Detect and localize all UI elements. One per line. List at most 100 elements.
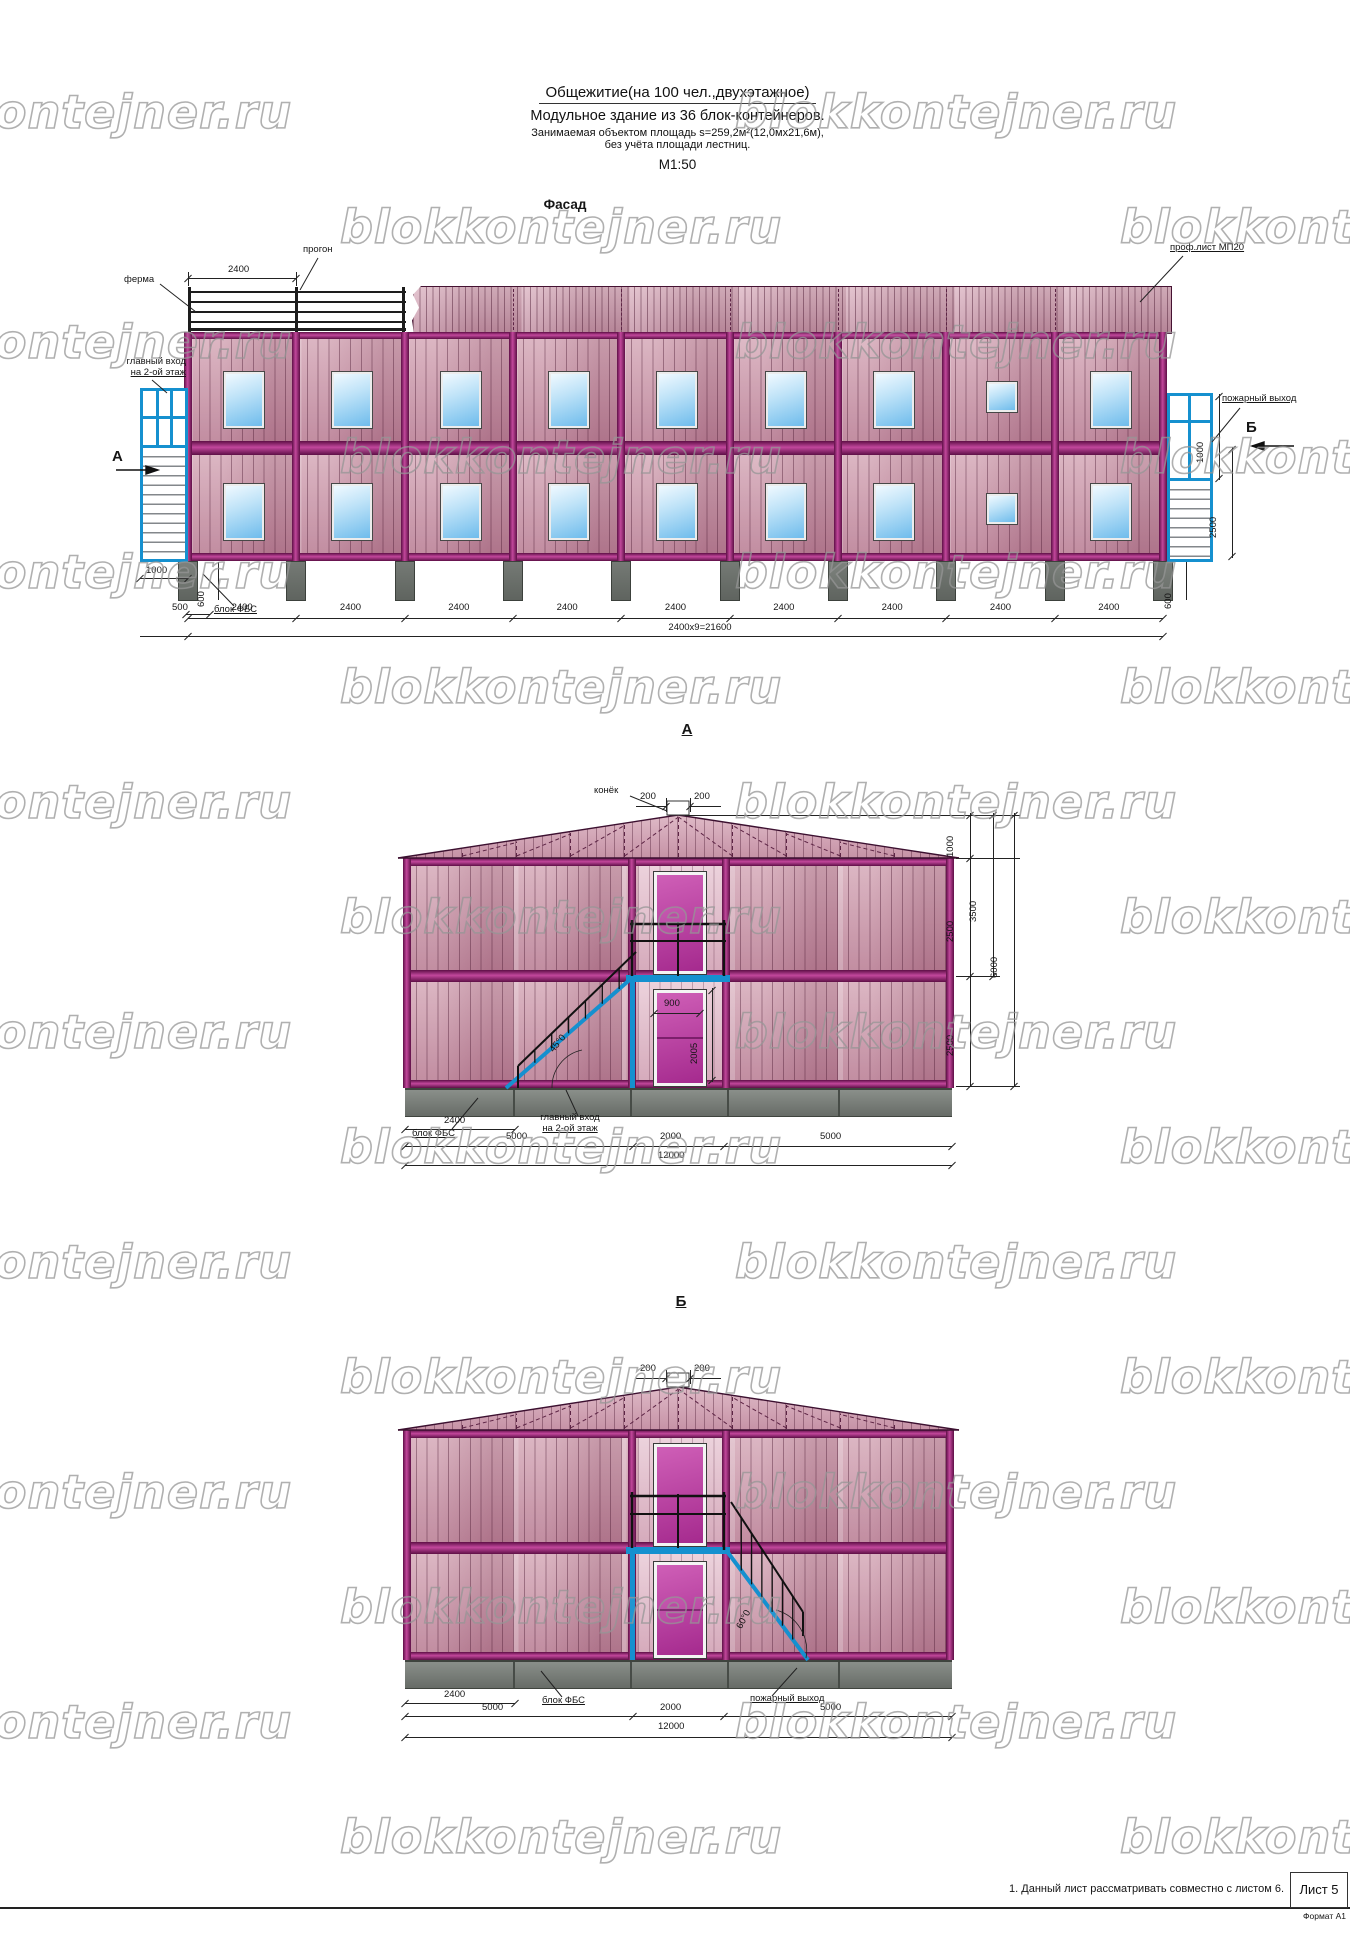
dim-line	[993, 813, 994, 976]
roof-module-dashed-line	[621, 289, 623, 330]
truss-diagonal	[732, 825, 787, 857]
section-a-frame	[722, 858, 730, 1088]
door-mid-rail	[657, 1609, 703, 1611]
facade-window	[657, 372, 698, 428]
facade-window	[765, 484, 806, 540]
dim-pier-height: 600	[196, 591, 207, 607]
facade-window	[657, 484, 698, 540]
leader-main-entrance	[151, 379, 168, 394]
dim-total-width: 12000	[658, 1150, 685, 1161]
section-b-lower-door	[654, 1562, 706, 1658]
leader-truss	[159, 283, 197, 313]
dim-line	[405, 1703, 515, 1704]
facade-window	[549, 372, 590, 428]
foundation-pier	[937, 562, 956, 600]
dim-right-stair-height: 1000	[1195, 441, 1206, 463]
dim-module-width: 2400	[989, 602, 1012, 613]
dim-center-span: 2000	[660, 1131, 682, 1142]
section-b-landing	[626, 1547, 730, 1554]
facade-window	[332, 484, 373, 540]
dim-line	[405, 1146, 952, 1147]
dim-right-span: 5000	[820, 1702, 842, 1713]
sheet-border-bottom	[0, 1907, 1350, 1909]
roof-module-dashed-line	[946, 289, 948, 330]
ridge-vent-a	[666, 800, 690, 816]
dim-mid-height: 3500	[968, 900, 979, 922]
truss-diagonal	[678, 1388, 733, 1429]
facade-view-title: Фасад	[543, 197, 587, 212]
roof-outlines	[397, 814, 960, 1431]
facade-frame-post	[617, 332, 626, 561]
foundation-pier	[179, 562, 197, 600]
section-a-frame-top	[403, 858, 954, 866]
dim-ridge-right: 200	[694, 1363, 710, 1374]
dim-line	[636, 806, 667, 807]
facade-window	[874, 372, 915, 428]
label-fbs-block: блок ФБС	[214, 604, 257, 615]
stair-stringer	[504, 974, 636, 1090]
roof-module-dashed-line	[729, 289, 731, 330]
facade-window	[224, 372, 265, 428]
leader-fire-exit	[1211, 407, 1241, 443]
dim-line	[956, 858, 1020, 859]
facade-frame-post	[184, 332, 192, 561]
label-prof-sheet: проф.лист МП20	[1170, 242, 1245, 253]
dim-roof-height: 1000	[945, 835, 956, 857]
section-b-foundation	[405, 1660, 952, 1689]
leader-lines	[151, 255, 1241, 1698]
truss-diagonal	[516, 1405, 571, 1429]
door-mid-rail	[657, 1037, 703, 1039]
dim-line	[296, 272, 297, 286]
roof-module-dashed-line	[1054, 289, 1056, 330]
facade-frame-post	[292, 332, 301, 561]
dim-line	[405, 1737, 952, 1738]
angle-arc	[551, 1049, 583, 1089]
sheet-number-box: Лист 5	[1290, 1872, 1348, 1908]
label-fbs-block: блок ФБС	[412, 1128, 455, 1139]
dim-line	[956, 976, 1000, 977]
label-purlin: прогон	[303, 244, 333, 255]
drawing-subtitle: Модульное здание из 36 блок-контейнеров.	[530, 108, 825, 124]
dim-line	[140, 578, 188, 579]
facade-window	[987, 382, 1018, 412]
dim-line	[636, 1378, 667, 1379]
dim-upper-height: 2500	[945, 920, 956, 942]
leader-entrance-a	[565, 1089, 579, 1117]
truss-diagonal	[570, 825, 625, 857]
right-stair-treads	[1170, 481, 1210, 559]
facade-frame-post	[1050, 332, 1059, 561]
dim-door-width: 900	[664, 998, 680, 1009]
dim-line	[405, 1165, 952, 1166]
leader-fbs-b	[540, 1670, 563, 1698]
right-stair-mullion	[1170, 420, 1210, 423]
dim-lower-height: 2500	[945, 1034, 956, 1056]
truss-diagonal	[678, 816, 733, 857]
roof-railing-post	[295, 287, 298, 332]
foundation-pier	[720, 562, 739, 600]
facade-window	[440, 484, 481, 540]
dim-module-width: 2400	[448, 602, 470, 613]
section-a-stairs	[504, 920, 726, 1090]
truss-diagonal	[462, 841, 517, 857]
foundation-pier	[395, 562, 414, 600]
marker-a-arrowhead	[145, 465, 161, 475]
title-block: Общежитие(на 100 чел.,двухэтажное) Модул…	[395, 84, 960, 172]
roof-module-dashed-line	[512, 289, 514, 330]
dim-pier-width: 500	[172, 602, 188, 613]
facade-window	[987, 494, 1018, 524]
section-b-frame-left	[403, 1430, 411, 1660]
truss-diagonal	[624, 1388, 679, 1429]
marker-b-arrowhead	[1249, 441, 1265, 451]
section-a-foundation	[405, 1088, 952, 1117]
label-truss: ферма	[124, 274, 155, 285]
dim-module-width: 2400	[556, 602, 578, 613]
dim-left-span: 5000	[482, 1702, 504, 1713]
dim-stair-width: 1000	[146, 565, 168, 576]
foundation-joint	[838, 1090, 840, 1116]
dim-line	[188, 278, 296, 279]
left-stair-mullion	[143, 416, 185, 419]
facade-window	[1090, 372, 1131, 428]
truss-diagonal	[624, 816, 679, 857]
truss-diagonal	[732, 1397, 787, 1429]
foundation-joint	[513, 1662, 515, 1688]
